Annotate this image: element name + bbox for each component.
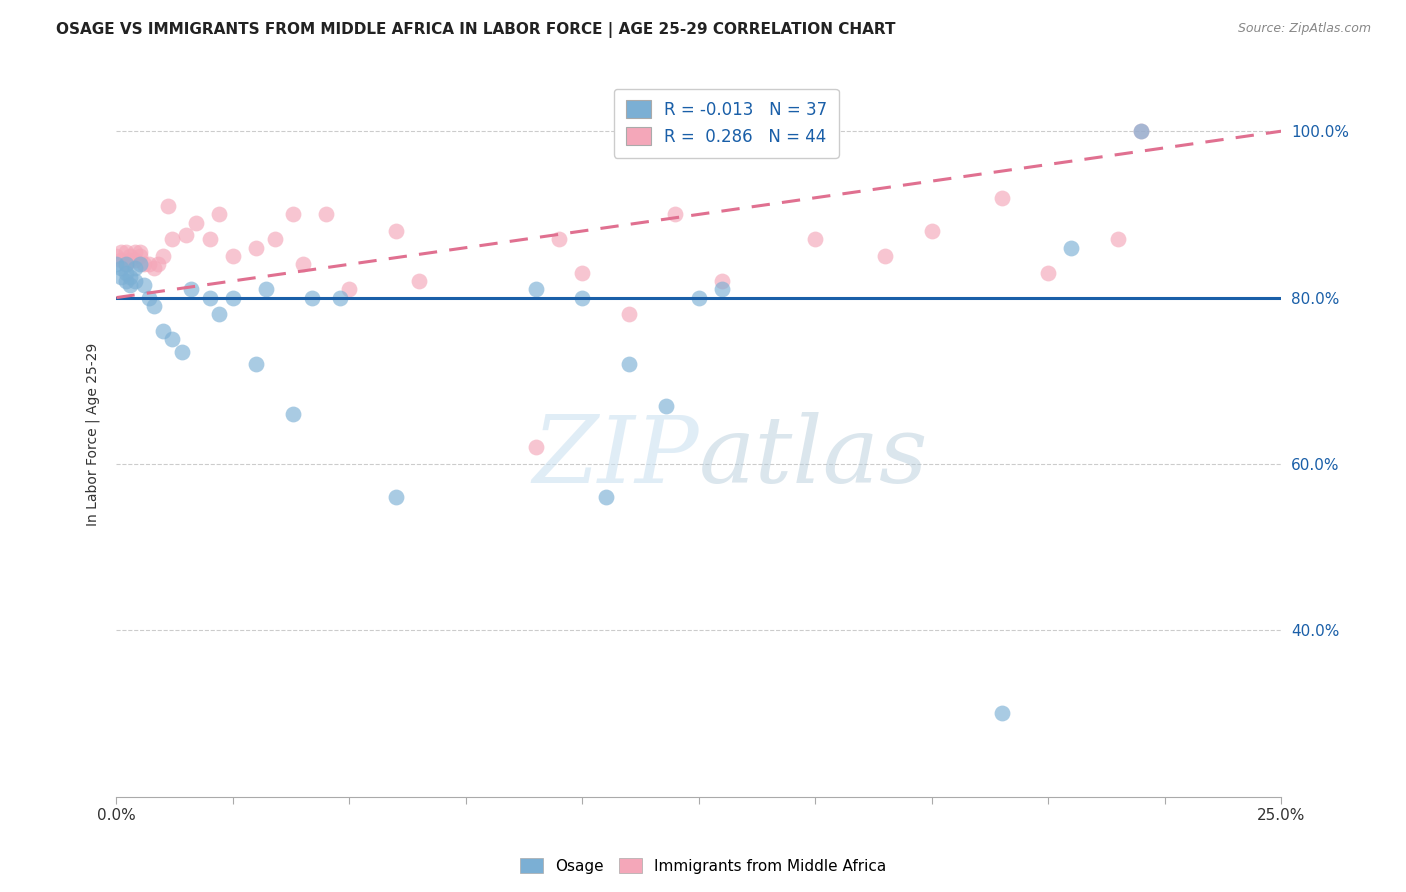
Point (804, 232, 827, 246)
Point (138, 257, 160, 271)
Point (301, 291, 323, 305)
Point (245, 241, 267, 255)
Point (124, 244, 146, 259)
Point (283, 407, 305, 421)
Point (524, 440, 547, 454)
Point (283, 207, 305, 221)
Point (222, 291, 245, 305)
Point (128, 257, 150, 271)
Point (148, 257, 170, 271)
Point (114, 257, 136, 271)
Point (617, 357, 640, 371)
Point (711, 274, 734, 288)
Text: OSAGE VS IMMIGRANTS FROM MIDDLE AFRICA IN LABOR FORCE | AGE 25-29 CORRELATION CH: OSAGE VS IMMIGRANTS FROM MIDDLE AFRICA I… (56, 22, 896, 38)
Point (385, 224, 408, 238)
Point (524, 282, 547, 296)
Point (105, 257, 128, 271)
Point (1107, 232, 1129, 246)
Point (245, 357, 267, 371)
Point (184, 216, 207, 230)
Point (548, 232, 571, 246)
Point (152, 249, 174, 263)
Point (120, 253, 142, 268)
Point (315, 207, 337, 221)
Point (176, 228, 198, 243)
Point (408, 274, 430, 288)
Legend: Osage, Immigrants from Middle Africa: Osage, Immigrants from Middle Africa (513, 852, 893, 880)
Point (114, 257, 136, 271)
Point (162, 332, 184, 346)
Point (291, 257, 314, 271)
Point (198, 232, 221, 246)
Point (688, 291, 710, 305)
Point (120, 269, 142, 284)
Point (875, 249, 897, 263)
Point (124, 274, 146, 288)
Point (120, 249, 142, 263)
Point (134, 278, 156, 293)
Text: atlas: atlas (699, 411, 928, 501)
Point (138, 291, 160, 305)
Point (180, 282, 202, 296)
Point (198, 291, 221, 305)
Point (105, 249, 128, 263)
Point (1130, 124, 1153, 138)
Point (128, 244, 150, 259)
Point (124, 261, 146, 276)
Point (617, 307, 640, 321)
Point (120, 278, 142, 293)
Point (595, 490, 617, 504)
Point (385, 490, 408, 504)
Point (990, 706, 1012, 721)
Point (329, 291, 352, 305)
Point (110, 269, 132, 284)
Point (114, 266, 136, 280)
Point (124, 253, 146, 268)
Point (571, 291, 593, 305)
Point (1130, 124, 1153, 138)
Point (263, 232, 285, 246)
Point (990, 191, 1012, 205)
Point (152, 324, 174, 338)
Text: ZIP: ZIP (531, 411, 699, 501)
Point (222, 249, 245, 263)
Point (921, 224, 943, 238)
Point (1036, 266, 1059, 280)
Point (1060, 241, 1083, 255)
Point (655, 399, 678, 413)
Point (110, 244, 132, 259)
Point (711, 282, 734, 296)
Point (254, 282, 277, 296)
Point (664, 207, 686, 221)
Point (134, 257, 156, 271)
Point (170, 344, 193, 359)
Point (114, 244, 136, 259)
Point (156, 199, 179, 213)
Point (142, 261, 165, 276)
Y-axis label: In Labor Force | Age 25-29: In Labor Force | Age 25-29 (86, 343, 100, 526)
Point (128, 249, 150, 263)
Text: Source: ZipAtlas.com: Source: ZipAtlas.com (1237, 22, 1371, 36)
Point (110, 253, 132, 268)
Point (208, 207, 231, 221)
Point (571, 266, 593, 280)
Point (339, 282, 361, 296)
Point (162, 232, 184, 246)
Point (208, 307, 231, 321)
Point (142, 299, 165, 313)
Point (110, 261, 132, 276)
Point (114, 274, 136, 288)
Legend: R = -0.013   N = 37, R =  0.286   N = 44: R = -0.013 N = 37, R = 0.286 N = 44 (614, 88, 839, 158)
